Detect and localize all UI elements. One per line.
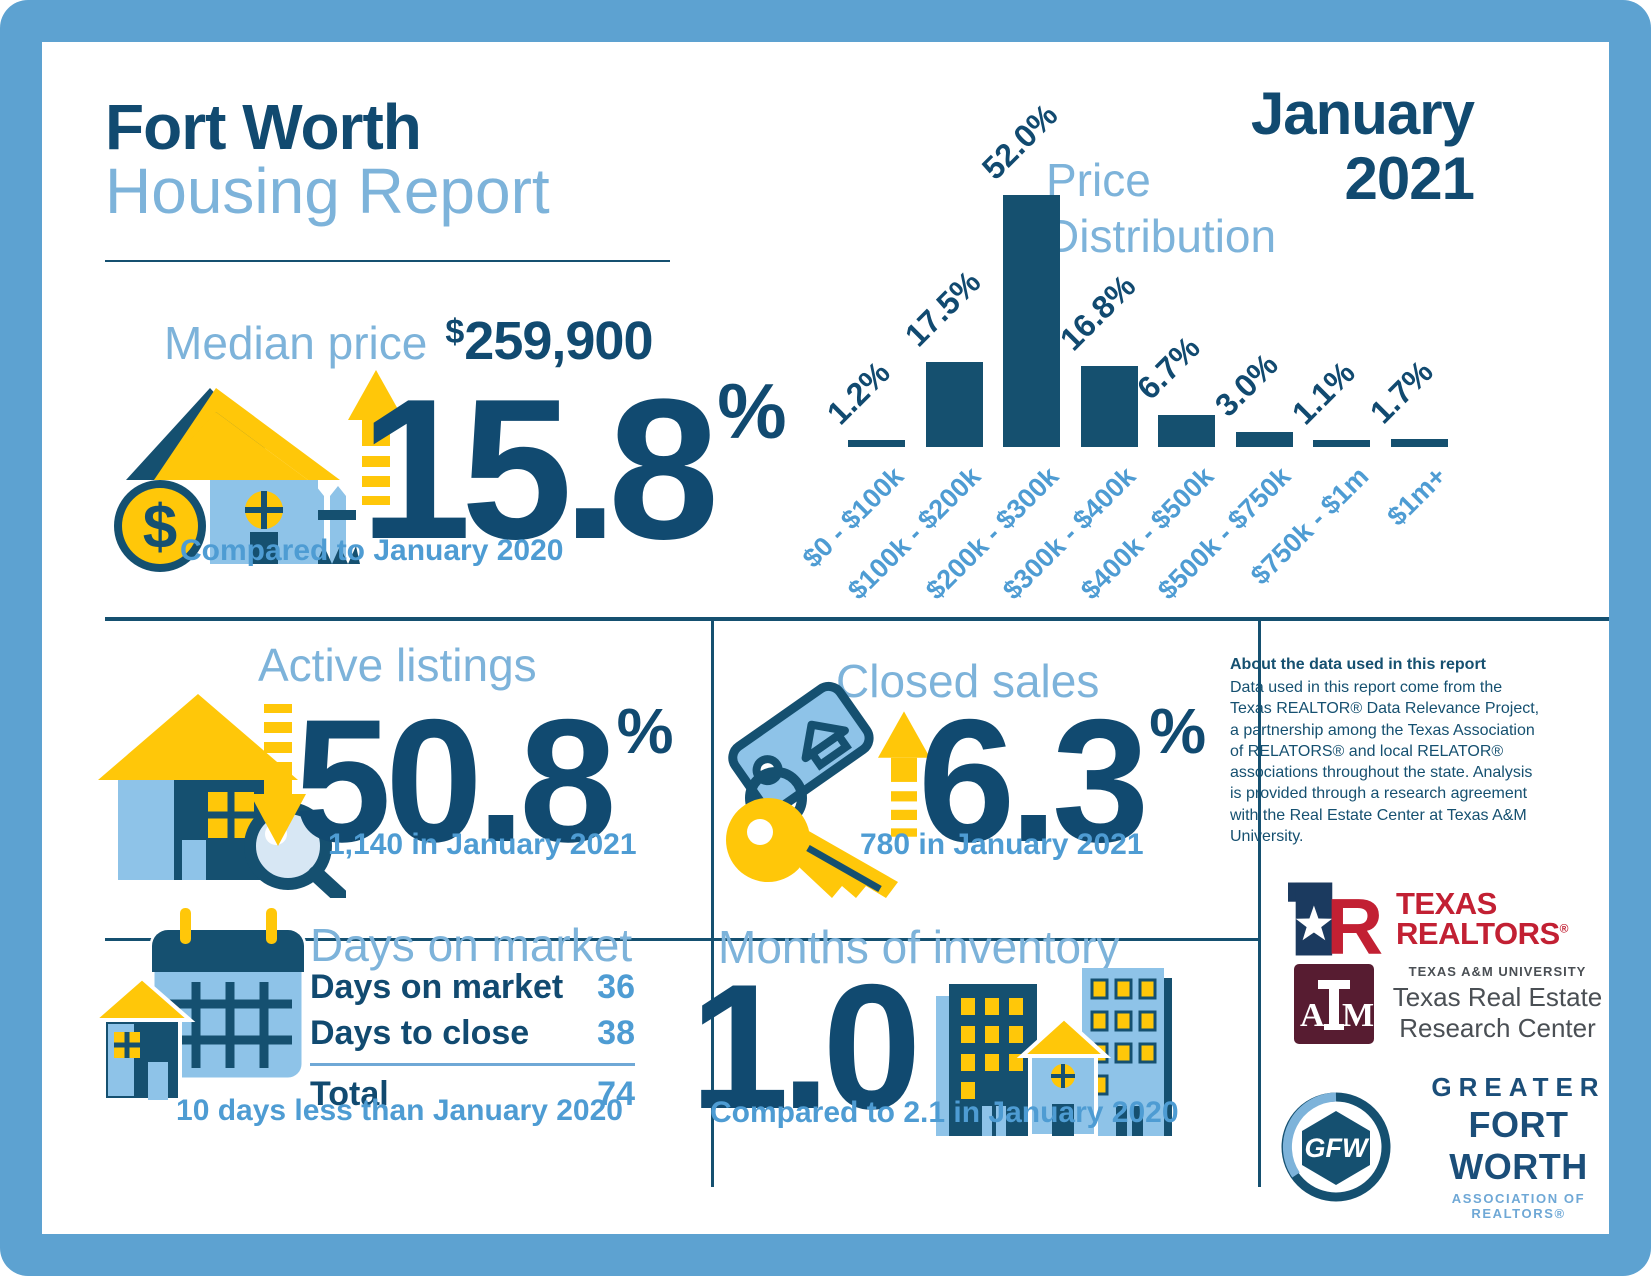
median-price-label: Median price bbox=[164, 317, 428, 369]
table-divider bbox=[310, 1063, 635, 1066]
calendar-house-icon bbox=[94, 908, 307, 1102]
active-listings-note: 1,140 in January 2021 bbox=[328, 828, 637, 861]
gfw-wordmark: GREATER FORT WORTH ASSOCIATION OF REALTO… bbox=[1431, 1072, 1606, 1221]
tamu-mark-icon: A M bbox=[1294, 964, 1374, 1044]
bar-category-label: $100k - $200k bbox=[842, 461, 987, 606]
price-distribution-plot: 1.2% $0 - $100k 17.5% $100k - $200k 52.0% $20… bbox=[797, 97, 1508, 610]
arrow-down-icon bbox=[250, 704, 306, 846]
bar-value-label: 52.0% bbox=[974, 96, 1065, 187]
months-inventory-value: 1.0 bbox=[690, 947, 921, 1146]
closed-sales-note: 780 in January 2021 bbox=[860, 828, 1144, 861]
bar-category-label: $500k - $750k bbox=[1152, 461, 1297, 606]
bar-value-label: 1.1% bbox=[1284, 354, 1362, 432]
divider-vertical-right bbox=[1258, 617, 1261, 1187]
arrow-up-icon bbox=[878, 711, 930, 837]
bar-value-label: 3.0% bbox=[1207, 346, 1285, 424]
bar-category-label: $1m+ bbox=[1381, 461, 1452, 532]
median-price-value: $259,900 bbox=[445, 311, 653, 371]
closed-sales-heading: Closed sales bbox=[836, 655, 1100, 707]
house-magnifier-icon bbox=[98, 694, 346, 898]
percent-sign: % bbox=[717, 367, 787, 455]
price-bar bbox=[925, 362, 983, 447]
days-on-market-note: 10 days less than January 2020 bbox=[176, 1094, 623, 1127]
report-title-line1: Fort Worth bbox=[105, 91, 422, 163]
divider-horizontal-bottom bbox=[105, 938, 1258, 941]
tamu-research-center-logo: A M TEXAS A&M UNIVERSITY Texas Real Esta… bbox=[1294, 964, 1605, 1044]
chart-title: Price Distribution bbox=[1046, 154, 1277, 263]
price-bar bbox=[1313, 440, 1370, 447]
svg-text:A: A bbox=[1300, 997, 1325, 1034]
price-bar bbox=[1158, 414, 1215, 447]
price-bar bbox=[1003, 195, 1060, 447]
bar-category-label: $300k - $400k bbox=[997, 461, 1142, 606]
gfw-mark-icon: GFW bbox=[1281, 1092, 1391, 1201]
key-tag-icon bbox=[726, 681, 898, 898]
gfw-association-logo: GFW GREATER FORT WORTH ASSOCIATION OF RE… bbox=[1280, 1072, 1631, 1221]
divider-horizontal-top bbox=[105, 617, 1609, 621]
bar-value-label: 17.5% bbox=[897, 263, 987, 354]
table-row: Days to close 38 bbox=[310, 1014, 635, 1052]
active-listings-heading: Active listings bbox=[258, 639, 537, 691]
svg-text:$: $ bbox=[143, 493, 177, 562]
texas-realtors-mark-icon: R bbox=[1288, 882, 1383, 960]
title-underline bbox=[105, 260, 670, 262]
table-row: Days on market 36 bbox=[310, 968, 635, 1006]
price-bar bbox=[1080, 365, 1138, 447]
percent-sign: % bbox=[1149, 695, 1207, 767]
bar-value-label: 6.7% bbox=[1129, 328, 1207, 406]
price-bar bbox=[1390, 438, 1448, 447]
svg-text:GFW: GFW bbox=[1305, 1133, 1370, 1163]
content-panel: Fort Worth Housing Report January 2021 M… bbox=[42, 42, 1609, 1234]
median-price-pct: 15.8% bbox=[360, 358, 787, 581]
svg-text:M: M bbox=[1342, 997, 1374, 1034]
tamu-wordmark: TEXAS A&M UNIVERSITY Texas Real Estate R… bbox=[1392, 964, 1603, 1043]
report-title-line2: Housing Report bbox=[105, 155, 550, 227]
registered-mark: ® bbox=[1559, 921, 1569, 936]
days-on-market-heading: Days on market bbox=[310, 919, 633, 971]
about-heading: About the data used in this report bbox=[1230, 656, 1487, 673]
months-inventory-heading: Months of inventory bbox=[718, 921, 1120, 973]
median-price-row: Median price $259,900 bbox=[164, 310, 653, 372]
closed-sales-pct: 6.3% bbox=[918, 684, 1207, 879]
texas-realtors-wordmark: TEXAS REALTORS® bbox=[1396, 885, 1569, 951]
period-month: January bbox=[1250, 80, 1475, 147]
bar-value-label: 1.2% bbox=[819, 354, 897, 432]
arrow-up-icon bbox=[348, 370, 404, 505]
percent-sign: % bbox=[616, 695, 674, 767]
bar-value-label: 1.7% bbox=[1362, 353, 1440, 431]
about-body: Data used in this report come from the T… bbox=[1230, 679, 1540, 845]
svg-text:R: R bbox=[1326, 883, 1383, 960]
table-total-row: Total 74 bbox=[310, 1075, 635, 1113]
bar-value-label: 16.8% bbox=[1052, 267, 1142, 357]
price-bar bbox=[1235, 432, 1293, 447]
price-bar bbox=[848, 440, 905, 447]
divider-vertical-left bbox=[711, 617, 714, 1187]
days-on-market-table: Days on market 36 Days to close 38 Total… bbox=[310, 968, 635, 1121]
buildings-icon bbox=[936, 968, 1172, 1138]
period-year: 2021 bbox=[1344, 144, 1475, 212]
report-period: January 2021 bbox=[1142, 80, 1475, 212]
months-inventory-note: Compared to 2.1 in January 2020 bbox=[710, 1096, 1179, 1129]
currency-symbol: $ bbox=[445, 313, 465, 351]
texas-realtors-logo: R TEXAS REALTORS® bbox=[1288, 878, 1569, 960]
house-dollar-coin-icon: $ bbox=[114, 388, 360, 572]
about-data-block: About the data used in this report Data … bbox=[1230, 656, 1540, 847]
median-price-note: Compared to January 2020 bbox=[180, 534, 564, 567]
active-listings-pct: 50.8% bbox=[294, 684, 674, 879]
